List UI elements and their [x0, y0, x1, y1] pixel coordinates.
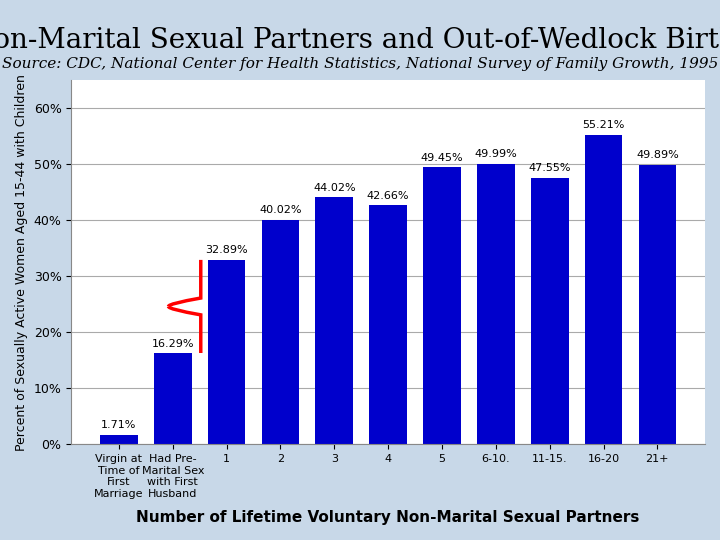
Text: Source: CDC, National Center for Health Statistics, National Survey of Family Gr: Source: CDC, National Center for Health … — [2, 57, 718, 71]
Bar — [315, 198, 353, 444]
Text: 47.55%: 47.55% — [528, 163, 571, 173]
Bar — [585, 134, 622, 444]
Text: 55.21%: 55.21% — [582, 120, 625, 130]
Bar — [477, 164, 515, 444]
Bar — [369, 205, 407, 444]
Text: 49.89%: 49.89% — [636, 150, 679, 160]
Y-axis label: Percent of Sexually Active Women Aged 15-44 with Children: Percent of Sexually Active Women Aged 15… — [15, 73, 28, 450]
Text: 42.66%: 42.66% — [367, 191, 410, 201]
X-axis label: Number of Lifetime Voluntary Non-Marital Sexual Partners: Number of Lifetime Voluntary Non-Marital… — [137, 510, 640, 525]
Bar — [100, 435, 138, 444]
Bar — [531, 178, 569, 444]
Bar — [208, 260, 246, 444]
Bar — [423, 167, 461, 444]
Text: Non-Marital Sexual Partners and Out-of-Wedlock Births: Non-Marital Sexual Partners and Out-of-W… — [0, 27, 720, 54]
Text: 16.29%: 16.29% — [151, 339, 194, 348]
Bar — [154, 353, 192, 444]
Text: 32.89%: 32.89% — [205, 245, 248, 255]
Bar — [261, 220, 300, 444]
Bar — [639, 165, 676, 444]
Text: 44.02%: 44.02% — [313, 183, 356, 193]
Text: 1.71%: 1.71% — [102, 420, 137, 430]
Text: 49.45%: 49.45% — [420, 152, 463, 163]
Text: 40.02%: 40.02% — [259, 205, 302, 215]
Text: 49.99%: 49.99% — [474, 150, 517, 159]
